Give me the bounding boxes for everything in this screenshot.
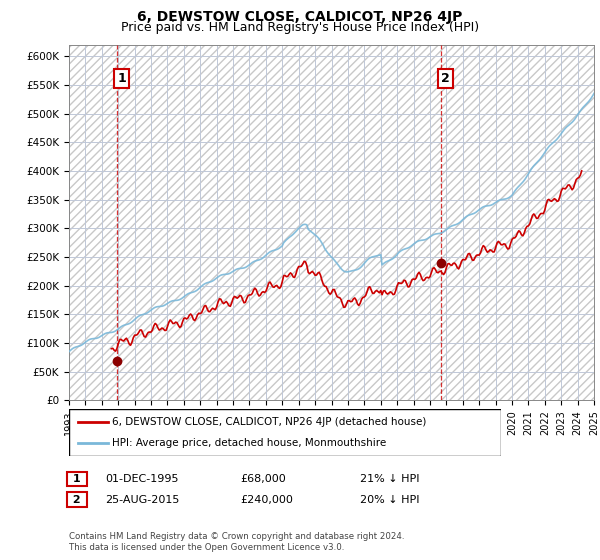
Text: £240,000: £240,000 <box>240 494 293 505</box>
Text: HPI: Average price, detached house, Monmouthshire: HPI: Average price, detached house, Monm… <box>112 438 386 448</box>
Text: 01-DEC-1995: 01-DEC-1995 <box>105 474 179 484</box>
Text: 20% ↓ HPI: 20% ↓ HPI <box>360 494 419 505</box>
Text: 25-AUG-2015: 25-AUG-2015 <box>105 494 179 505</box>
Text: 6, DEWSTOW CLOSE, CALDICOT, NP26 4JP: 6, DEWSTOW CLOSE, CALDICOT, NP26 4JP <box>137 10 463 24</box>
Text: Contains HM Land Registry data © Crown copyright and database right 2024.
This d: Contains HM Land Registry data © Crown c… <box>69 532 404 552</box>
Text: 2: 2 <box>69 494 85 505</box>
Text: 21% ↓ HPI: 21% ↓ HPI <box>360 474 419 484</box>
Text: 1: 1 <box>118 72 126 85</box>
Text: Price paid vs. HM Land Registry's House Price Index (HPI): Price paid vs. HM Land Registry's House … <box>121 21 479 34</box>
FancyBboxPatch shape <box>69 409 501 456</box>
Text: 1: 1 <box>69 474 85 484</box>
Text: £68,000: £68,000 <box>240 474 286 484</box>
Text: 6, DEWSTOW CLOSE, CALDICOT, NP26 4JP (detached house): 6, DEWSTOW CLOSE, CALDICOT, NP26 4JP (de… <box>112 417 427 427</box>
Text: 2: 2 <box>441 72 450 85</box>
